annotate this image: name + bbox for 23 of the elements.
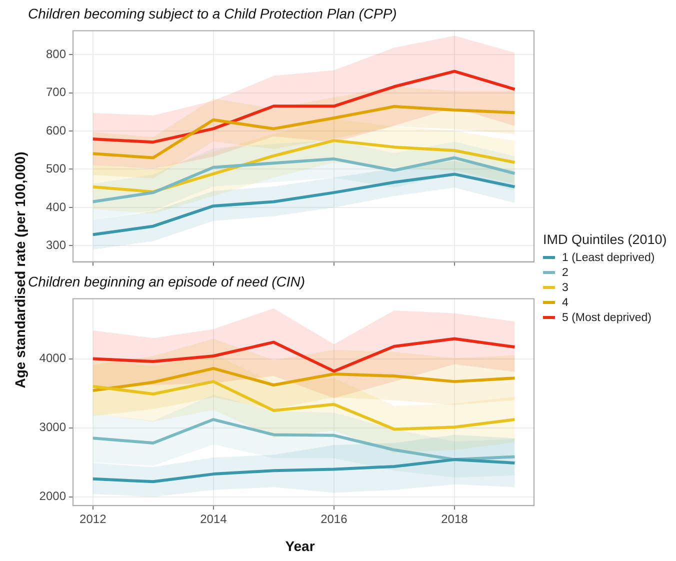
- y-tick-label: 700: [46, 85, 66, 100]
- x-tick-label: 2016: [320, 512, 348, 526]
- y-tick-label: 500: [46, 162, 66, 176]
- x-tick-label: 2014: [200, 512, 228, 526]
- legend-label: 2: [562, 266, 568, 278]
- y-tick-label: 800: [46, 46, 66, 61]
- legend-label: 4: [562, 296, 568, 308]
- legend-label: 5 (Most deprived): [562, 312, 652, 324]
- y-tick-label: 600: [46, 123, 66, 138]
- y-tick-label: 300: [46, 238, 66, 252]
- legend-label: 3: [562, 282, 568, 294]
- y-tick-label: 400: [46, 200, 66, 214]
- y-tick-label: 3000: [39, 420, 66, 434]
- x-axis-title: Year: [284, 538, 316, 554]
- y-axis-title: Age standardised rate (per 100,000): [12, 150, 28, 390]
- legend-label: 1 (Least deprived): [562, 252, 655, 264]
- chart-title: Children becoming subject to a Child Protection Plan (CPP): [28, 5, 397, 22]
- y-tick-label: 4000: [39, 351, 66, 366]
- x-tick-label: 2012: [80, 512, 107, 526]
- x-tick-label: 2018: [441, 512, 468, 526]
- legend-title: IMD Quintiles (2010): [543, 232, 667, 247]
- chart-title: Children beginning an episode of need (CIN): [28, 273, 306, 290]
- y-tick-label: 2000: [39, 489, 66, 504]
